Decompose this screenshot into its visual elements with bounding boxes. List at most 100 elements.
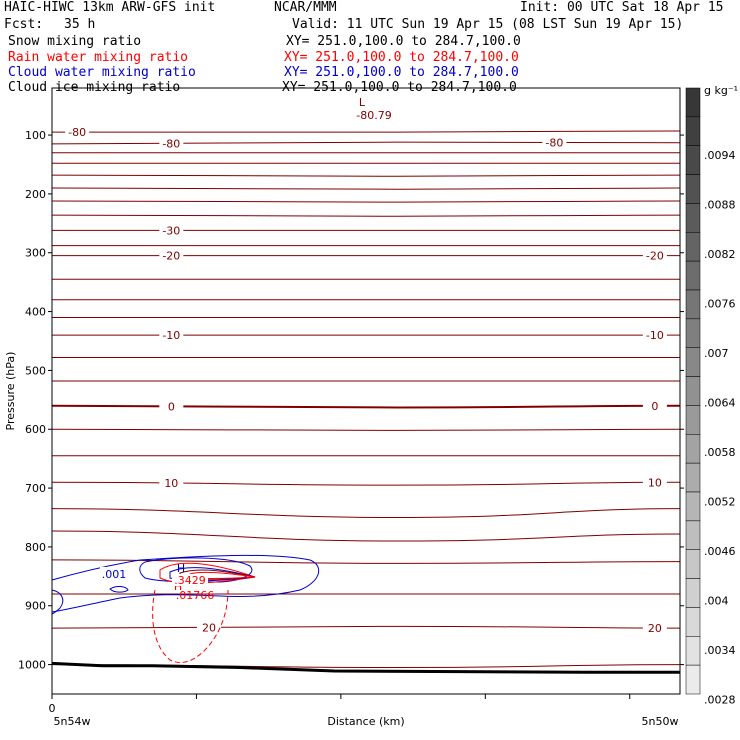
colorbar-band-0: [685, 87, 701, 118]
colorbar-band-8: [685, 318, 701, 348]
colorbar-band-3: [685, 174, 701, 204]
init-time: Init: 00 UTC Sat 18 Apr 15: [520, 0, 724, 15]
y-axis-label: Pressure (hPa): [4, 352, 17, 431]
isotherm-7: [51, 214, 681, 217]
colorbar-band-15: [685, 520, 701, 550]
isotherm-label-14-1: -10: [646, 329, 664, 342]
terrain-surface: [51, 661, 680, 674]
colorbar-tick-8: .0046: [704, 545, 736, 558]
colorbar-band-18: [685, 607, 701, 637]
isotherm-label-10-1: -20: [646, 250, 664, 263]
colorbar-tick-6: .0058: [704, 446, 736, 459]
colorbar-band-2: [685, 145, 701, 175]
x-endpoint-right: 5n50w: [642, 715, 679, 728]
isotherm-1: [51, 141, 681, 145]
cloud-water-left-contour: [51, 589, 64, 615]
isotherm-5: [51, 187, 681, 190]
y-tick-0: 100: [25, 129, 46, 142]
colorbar-tick-4: .007: [704, 347, 729, 360]
colorbar-band-10: [685, 376, 701, 406]
x-axis-label: Distance (km): [327, 715, 404, 728]
colorbar-band-17: [685, 578, 701, 608]
org-label: NCAR/MMM: [274, 0, 337, 15]
low-marker: L: [359, 96, 366, 109]
isotherm-label-1-1: -80: [545, 136, 563, 149]
isotherm-label-10-0: -20: [162, 250, 180, 263]
y-tick-5: 600: [25, 423, 46, 436]
y-tick-7: 800: [25, 541, 46, 554]
cloud-water-outer-contour: [51, 554, 320, 613]
colorbar-band-9: [685, 347, 701, 377]
chart-labels: .001 HH.3429 .01766 L-80.79: [100, 96, 396, 602]
colorbar: g kg⁻¹ .0094 .0088 .0082 .0076 .007 .0064 .0058…: [685, 84, 738, 707]
isotherm-label-20-0: 10: [164, 477, 178, 490]
isotherm-4: [51, 174, 681, 177]
rain-dashed-contour: [152, 589, 229, 663]
colorbar-tick-7: .0052: [704, 496, 736, 509]
colorbar-tick-11: .0028: [704, 694, 736, 707]
isotherm-label-14-0: -10: [162, 329, 180, 342]
high-marker-rain: H: [174, 580, 182, 593]
colorbar-band-1: [685, 116, 701, 146]
isotherm-21: [51, 508, 681, 518]
colorbar-band-6: [685, 260, 701, 291]
colorbar-band-4: [685, 203, 701, 233]
colorbar-tick-10: .0034: [704, 644, 736, 657]
colorbar-band-19: [685, 636, 701, 666]
temperature-contours: -80 -80 -80 -30 -20 -20 -10 -10 0 0 10 10 20 20: [51, 125, 681, 669]
field-cloudwater-xy: XY= 251.0,100.0 to 284.7,100.0: [284, 65, 519, 80]
isotherm-label-17-1: 0: [651, 400, 658, 413]
min-temperature-label: -80.79: [356, 109, 391, 122]
isotherm-22: [51, 530, 681, 542]
x-endpoint-left: 5n54w: [54, 715, 91, 728]
isotherm-20: [51, 481, 681, 486]
colorbar-band-12: [685, 434, 701, 464]
isotherm-25: [51, 625, 681, 629]
field-rain-name: Rain water mixing ratio: [8, 50, 189, 65]
colorbar-band-14: [685, 491, 701, 522]
colorbar-tick-0: .0094: [704, 149, 736, 162]
cloud-water-label: .001: [102, 568, 127, 581]
field-snow-xy: XY= 251.0,100.0 to 284.7,100.0: [286, 34, 521, 49]
isotherm-0: [51, 130, 681, 133]
colorbar-tick-3: .0076: [704, 298, 736, 311]
colorbar-band-16: [685, 549, 701, 579]
isotherm-18: [51, 428, 681, 431]
field-rain-xy: XY= 251.0,100.0 to 284.7,100.0: [284, 50, 519, 65]
isotherm-label-8-0: -30: [162, 224, 180, 237]
colorbar-tick-1: .0088: [704, 199, 736, 212]
isotherm-label-0-0: -80: [68, 126, 86, 139]
field-snow-name: Snow mixing ratio: [8, 34, 142, 49]
y-tick-8: 900: [25, 600, 46, 613]
isotherm-label-25-0: 20: [202, 621, 216, 634]
colorbar-tick-9: .004: [704, 595, 729, 608]
colorbar-band-13: [685, 462, 701, 493]
colorbar-band-11: [685, 405, 701, 435]
isotherm-label-17-0: 0: [168, 400, 175, 413]
colorbar-unit: g kg⁻¹: [704, 84, 738, 97]
isotherm-label-25-1: 20: [648, 622, 662, 635]
isotherm-6: [51, 200, 681, 203]
y-tick-9: 1000: [18, 659, 46, 672]
colorbar-band-5: [685, 232, 701, 262]
terrain-line: [51, 661, 680, 674]
colorbar-tick-2: .0082: [704, 248, 736, 261]
field-cloudwater-name: Cloud water mixing ratio: [8, 65, 196, 80]
valid-time: Valid: 11 UTC Sun 19 Apr 15 (08 LST Sun …: [292, 17, 684, 32]
y-tick-6: 700: [25, 482, 46, 495]
y-tick-3: 400: [25, 306, 46, 319]
isotherm-23: [51, 559, 681, 564]
rain-contour-label: .01766: [176, 589, 215, 602]
x-tick-0: 0: [49, 702, 56, 715]
forecast-hours: 35 h: [64, 17, 96, 32]
forecast-label: Fcst:: [4, 17, 44, 32]
rain-max-label: .3429: [174, 574, 206, 587]
isotherm-label-1-0: -80: [162, 137, 180, 150]
isotherm-label-20-1: 10: [648, 476, 662, 489]
y-tick-1: 200: [25, 188, 46, 201]
colorbar-tick-5: .0064: [704, 397, 736, 410]
high-marker-cloud: H: [177, 562, 185, 575]
y-tick-4: 500: [25, 364, 46, 377]
